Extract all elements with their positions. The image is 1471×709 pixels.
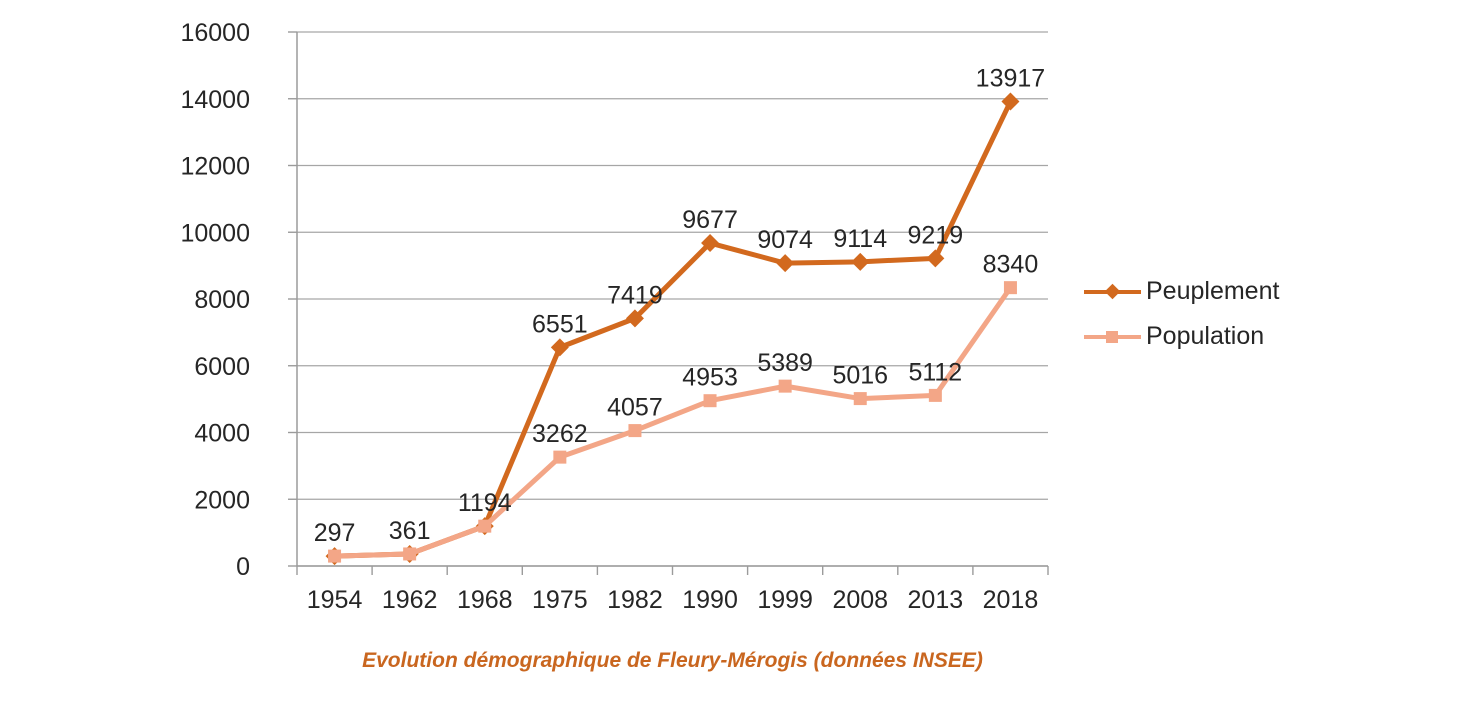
- square-marker-icon: [403, 547, 417, 561]
- data-label-population: 4057: [607, 394, 663, 422]
- y-tick-label: 4000: [194, 420, 250, 448]
- series-line-population: [332, 285, 1013, 559]
- x-tick-label: 2018: [983, 586, 1039, 614]
- square-marker-icon: [1003, 281, 1017, 295]
- series-line-peuplement: [332, 99, 1013, 559]
- peuplement-line-swatch: [1084, 283, 1141, 299]
- chart-caption: Evolution démographique de Fleury-Mérogi…: [362, 649, 983, 672]
- diamond-marker-icon: [926, 249, 945, 268]
- data-label-peuplement: 13917: [976, 65, 1046, 93]
- diamond-marker-icon: [776, 254, 795, 273]
- y-tick-label: 10000: [180, 219, 250, 247]
- data-label-population: 5112: [908, 358, 962, 386]
- x-tick-label: 2013: [908, 586, 964, 614]
- data-label-peuplement: 7419: [607, 281, 663, 309]
- y-tick-label: 12000: [180, 153, 250, 181]
- chart-legend: Peuplement Population: [1084, 276, 1279, 352]
- legend-item-peuplement: Peuplement: [1084, 276, 1279, 307]
- x-tick-label: 2008: [832, 586, 888, 614]
- x-tick-label: 1999: [757, 586, 813, 614]
- square-marker-icon: [628, 424, 642, 438]
- data-label-population: 5389: [757, 349, 813, 377]
- legend-label-peuplement: Peuplement: [1146, 277, 1280, 305]
- diamond-marker-icon: [701, 234, 720, 253]
- data-label-population: 4953: [682, 364, 738, 392]
- legend-item-population: Population: [1084, 321, 1279, 352]
- diamond-marker-icon: [550, 338, 569, 357]
- data-label-peuplement: 9074: [757, 226, 813, 254]
- x-tick-label: 1968: [457, 586, 513, 614]
- diamond-marker-icon: [1001, 92, 1020, 111]
- y-tick-label: 2000: [194, 486, 250, 514]
- data-label-population: 8340: [983, 251, 1039, 279]
- data-label-population: 3262: [532, 420, 588, 448]
- square-marker-icon: [928, 388, 942, 402]
- x-tick-label: 1990: [682, 586, 738, 614]
- square-marker-icon: [778, 379, 792, 393]
- data-label-peuplement: 9114: [833, 225, 887, 253]
- square-marker-icon: [853, 392, 867, 406]
- data-label-peuplement: 9219: [908, 221, 964, 249]
- square-marker-icon: [553, 450, 567, 464]
- square-marker-icon: [478, 519, 492, 533]
- square-marker-icon: [703, 394, 717, 408]
- x-tick-label: 1954: [307, 586, 363, 614]
- y-tick-label: 14000: [180, 86, 250, 114]
- y-tick-label: 6000: [194, 353, 250, 381]
- x-tick-label: 1982: [607, 586, 663, 614]
- data-label-population: 1194: [458, 489, 512, 517]
- data-label-population: 361: [389, 517, 431, 545]
- data-label-peuplement: 6551: [532, 310, 588, 338]
- data-label-population: 5016: [832, 362, 888, 390]
- y-tick-label: 16000: [180, 19, 250, 47]
- y-tick-label: 8000: [194, 286, 250, 314]
- square-marker-icon: [1106, 330, 1118, 343]
- diamond-marker-icon: [1104, 283, 1121, 299]
- y-tick-label: 0: [236, 553, 250, 581]
- diamond-marker-icon: [851, 252, 870, 271]
- data-label-peuplement: 9677: [682, 206, 738, 234]
- diamond-marker-icon: [625, 309, 644, 328]
- x-tick-label: 1962: [382, 586, 438, 614]
- x-tick-label: 1975: [532, 586, 588, 614]
- population-line-swatch: [1084, 330, 1141, 344]
- legend-label-population: Population: [1146, 322, 1265, 350]
- data-label-population: 297: [314, 519, 356, 547]
- square-marker-icon: [328, 549, 342, 563]
